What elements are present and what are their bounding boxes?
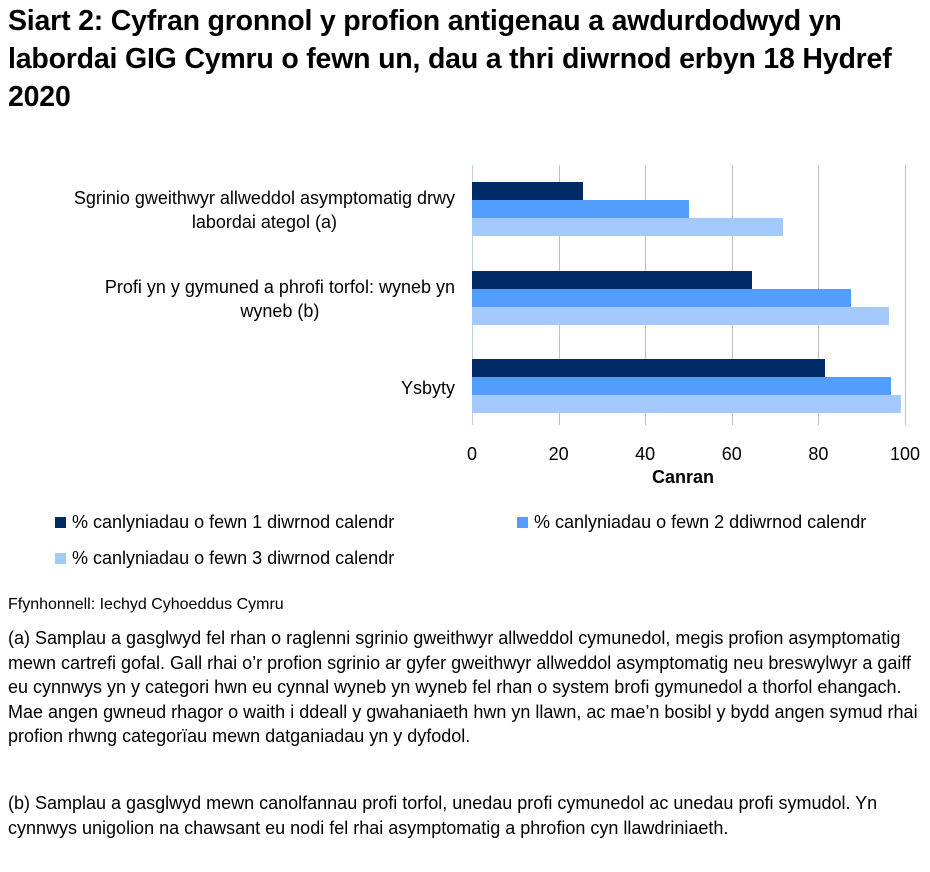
bar: [472, 395, 902, 413]
category-label-line: wyneb (b): [240, 301, 320, 321]
category-label-screening: Sgrinio gweithwyr allweddol asymptomatig…: [74, 186, 455, 234]
legend-swatch-icon: [55, 517, 66, 528]
legend-item-3-days: % canlyniadau o fewn 3 diwrnod calendr: [55, 548, 394, 569]
plot-area: [472, 165, 906, 425]
legend-label: % canlyniadau o fewn 1 diwrnod calendr: [72, 512, 395, 532]
legend-swatch-icon: [517, 517, 528, 528]
bar: [472, 359, 826, 377]
bar: [472, 289, 852, 307]
legend-label: % canlyniadau o fewn 3 diwrnod calendr: [72, 548, 395, 568]
category-label-line: labordai ategol (a): [191, 212, 337, 232]
bar: [472, 182, 584, 200]
footnote-a: (a) Samplau a gasglwyd fel rhan o raglen…: [8, 628, 918, 746]
bar: [472, 377, 892, 395]
category-label-hospital: Ysbyty: [401, 376, 455, 400]
legend-item-2-days: % canlyniadau o fewn 2 ddiwrnod calendr: [517, 512, 866, 533]
x-tick: 80: [808, 444, 829, 464]
x-tick: 0: [466, 444, 478, 464]
category-label-community: Profi yn y gymuned a phrofi torfol: wyne…: [105, 275, 455, 323]
x-tick: 40: [635, 444, 656, 464]
bar: [472, 218, 784, 236]
legend-item-1-day: % canlyniadau o fewn 1 diwrnod calendr: [55, 512, 394, 533]
category-label-line: Profi yn y gymuned a phrofi torfol: wyne…: [104, 277, 455, 297]
gridline: [905, 165, 906, 425]
x-axis-title: Canran: [652, 467, 715, 487]
category-label-line: Ysbyty: [400, 378, 455, 398]
x-tick: 100: [889, 444, 921, 464]
category-label-line: Sgrinio gweithwyr allweddol asymptomatig…: [73, 188, 455, 208]
x-tick: 20: [548, 444, 569, 464]
bar: [472, 200, 690, 218]
legend-swatch-icon: [55, 553, 66, 564]
x-tick: 60: [721, 444, 742, 464]
legend-label: % canlyniadau o fewn 2 ddiwrnod calendr: [534, 512, 867, 532]
bar: [472, 307, 890, 325]
chart-title: Siart 2: Cyfran gronnol y profion antige…: [8, 5, 892, 113]
footnote-b: (b) Samplau a gasglwyd mewn canolfannau …: [8, 793, 878, 838]
bar: [472, 271, 753, 289]
source-text: Ffynhonnell: Iechyd Cyhoeddus Cymru: [8, 596, 284, 613]
